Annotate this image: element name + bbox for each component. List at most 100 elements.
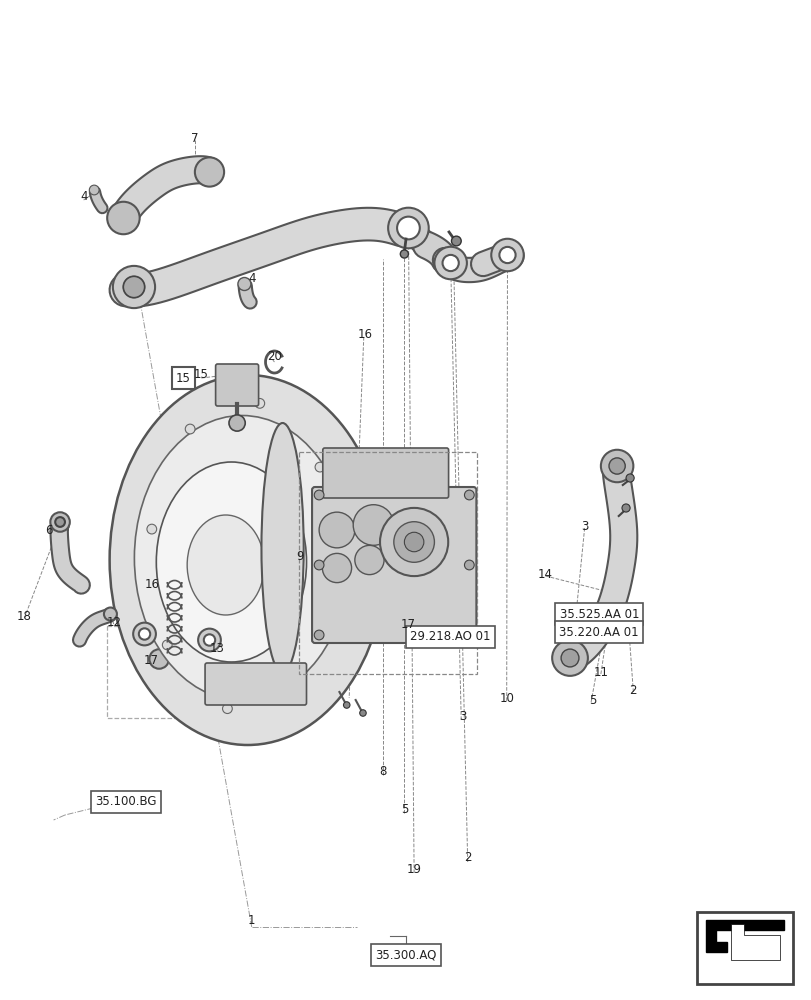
- Polygon shape: [706, 920, 783, 952]
- Circle shape: [499, 247, 515, 263]
- Text: 5: 5: [400, 803, 408, 816]
- Circle shape: [147, 524, 157, 534]
- Circle shape: [608, 458, 624, 474]
- Text: 3: 3: [580, 520, 588, 532]
- Circle shape: [600, 450, 633, 482]
- Ellipse shape: [109, 375, 385, 745]
- Text: 11: 11: [593, 666, 607, 678]
- Circle shape: [314, 630, 324, 640]
- Text: 4: 4: [79, 190, 88, 202]
- Text: 7: 7: [191, 132, 199, 145]
- Text: 4: 4: [247, 271, 255, 284]
- Text: 12: 12: [106, 615, 121, 629]
- Circle shape: [400, 250, 408, 258]
- Circle shape: [162, 640, 172, 650]
- Text: 13: 13: [209, 642, 224, 654]
- Ellipse shape: [156, 462, 307, 662]
- Circle shape: [104, 608, 117, 620]
- Text: 3: 3: [458, 710, 466, 722]
- Circle shape: [255, 398, 264, 408]
- FancyBboxPatch shape: [311, 487, 476, 643]
- Text: 17: 17: [401, 617, 415, 631]
- Text: 14: 14: [538, 568, 552, 580]
- Text: 2: 2: [629, 684, 637, 696]
- Text: 15: 15: [176, 371, 191, 384]
- Circle shape: [107, 202, 139, 234]
- Circle shape: [229, 415, 245, 431]
- Text: 35.525.AA 01: 35.525.AA 01: [559, 607, 638, 620]
- Circle shape: [204, 634, 215, 646]
- Circle shape: [451, 236, 461, 246]
- Circle shape: [464, 560, 474, 570]
- Circle shape: [149, 649, 169, 669]
- Circle shape: [353, 505, 393, 545]
- Text: 35.220.AA 01: 35.220.AA 01: [559, 626, 638, 639]
- Text: 16: 16: [358, 328, 372, 342]
- Circle shape: [491, 239, 523, 271]
- Text: 18: 18: [17, 609, 32, 622]
- Circle shape: [292, 678, 302, 688]
- Ellipse shape: [187, 515, 264, 615]
- Circle shape: [315, 462, 324, 472]
- Circle shape: [319, 512, 354, 548]
- Circle shape: [113, 266, 155, 308]
- Circle shape: [464, 490, 474, 500]
- Circle shape: [442, 255, 458, 271]
- Circle shape: [393, 522, 434, 562]
- Circle shape: [238, 278, 251, 290]
- Polygon shape: [730, 924, 779, 960]
- Circle shape: [625, 474, 633, 482]
- Circle shape: [359, 710, 366, 716]
- Text: 35.300.AQ: 35.300.AQ: [375, 948, 436, 961]
- Circle shape: [343, 702, 350, 708]
- Circle shape: [55, 517, 65, 527]
- Text: 16: 16: [145, 578, 160, 590]
- Circle shape: [185, 424, 195, 434]
- Text: 17: 17: [144, 654, 158, 666]
- Text: 29.218.AO 01: 29.218.AO 01: [410, 631, 491, 644]
- Circle shape: [123, 276, 144, 298]
- Circle shape: [198, 629, 221, 651]
- Text: 6: 6: [45, 524, 53, 536]
- Circle shape: [133, 623, 156, 645]
- Circle shape: [551, 640, 587, 676]
- Circle shape: [560, 649, 578, 667]
- Circle shape: [354, 545, 384, 575]
- Ellipse shape: [261, 423, 303, 673]
- Circle shape: [330, 578, 340, 588]
- Text: 35.100.BG: 35.100.BG: [95, 795, 157, 808]
- FancyBboxPatch shape: [205, 663, 306, 705]
- Circle shape: [388, 208, 428, 248]
- Bar: [298, 452, 477, 674]
- Circle shape: [380, 508, 448, 576]
- Text: 8: 8: [379, 765, 387, 778]
- Text: 2: 2: [463, 851, 471, 864]
- FancyBboxPatch shape: [323, 448, 448, 498]
- Circle shape: [123, 276, 144, 298]
- FancyBboxPatch shape: [216, 364, 258, 406]
- Circle shape: [404, 532, 423, 552]
- Bar: [107, 626, 249, 718]
- Circle shape: [50, 512, 70, 532]
- Ellipse shape: [134, 416, 350, 700]
- Circle shape: [464, 630, 474, 640]
- Circle shape: [222, 704, 232, 714]
- Circle shape: [89, 185, 99, 195]
- Circle shape: [139, 628, 150, 640]
- Circle shape: [434, 247, 466, 279]
- Text: 9: 9: [296, 550, 304, 562]
- Text: 5: 5: [588, 694, 596, 706]
- Text: 20: 20: [267, 351, 281, 363]
- Text: 15: 15: [194, 368, 208, 381]
- Text: 19: 19: [406, 863, 421, 876]
- Circle shape: [322, 553, 351, 583]
- Circle shape: [389, 616, 409, 636]
- Circle shape: [397, 217, 419, 239]
- Bar: [696, 912, 792, 984]
- Circle shape: [195, 157, 224, 187]
- Circle shape: [314, 490, 324, 500]
- Text: 1: 1: [247, 914, 255, 927]
- Text: 10: 10: [499, 692, 513, 704]
- Circle shape: [314, 560, 324, 570]
- Circle shape: [621, 504, 629, 512]
